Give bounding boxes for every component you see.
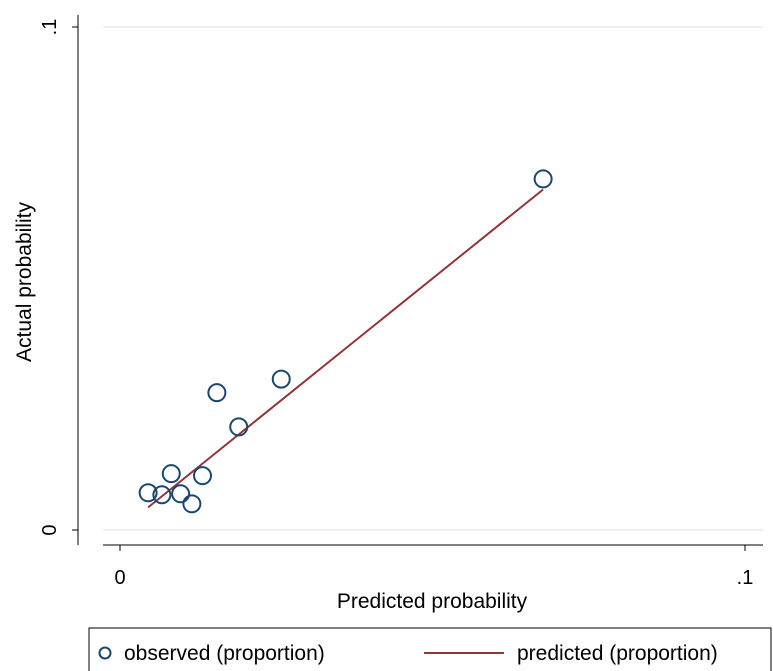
legend-observed-marker (98, 646, 112, 660)
legend-box (88, 627, 772, 671)
legend: observed (proportion) predicted (proport… (88, 627, 772, 671)
observed-point (229, 417, 249, 437)
observed-point (182, 494, 202, 514)
y-tick-label: .1 (39, 19, 61, 36)
axes (77, 15, 763, 546)
legend-observed-label: observed (proportion) (124, 642, 325, 665)
observed-point (271, 369, 291, 389)
predicted-line (147, 188, 544, 509)
y-tick-label: 0 (39, 524, 61, 535)
observed-point (207, 383, 227, 403)
observed-point (138, 483, 158, 503)
observed-point (161, 464, 181, 484)
observed-point (171, 484, 191, 504)
y-axis-label: Actual probability (13, 202, 36, 362)
legend-predicted-label: predicted (proportion) (517, 642, 718, 665)
observed-point (152, 485, 172, 505)
x-tick-label: .1 (737, 567, 754, 589)
grid (103, 26, 763, 531)
x-tick-label: 0 (114, 567, 125, 589)
ticks: 0 .1 0 .1 (39, 19, 753, 589)
series (138, 169, 553, 514)
observed-point (533, 169, 553, 189)
observed-point (193, 466, 212, 486)
x-axis-label: Predicted probability (337, 590, 528, 613)
